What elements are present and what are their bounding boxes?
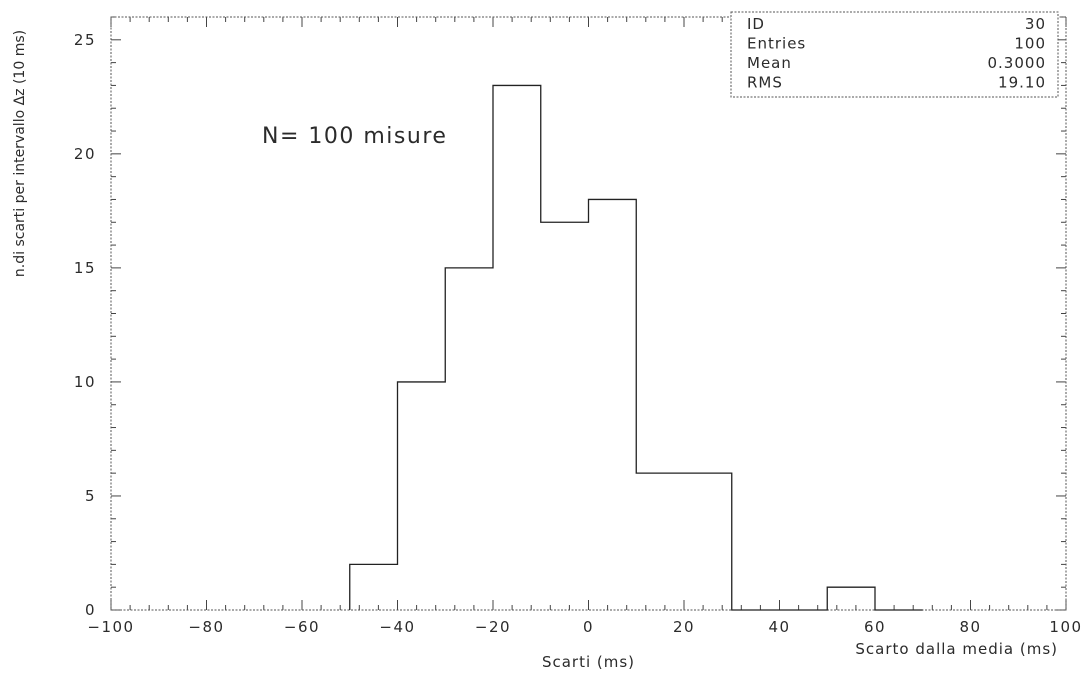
x-tick-label: 60 [864,618,886,636]
histogram-outline [349,84,923,611]
statistics-box: ID 30 Entries 100 Mean 0.3000 RMS 19.10 [730,11,1059,98]
x-tick-label: 20 [673,618,695,636]
histogram-bin [445,268,493,610]
stats-label: Entries [747,35,806,53]
stats-label: ID [747,15,765,33]
y-tick-label: 0 [85,601,96,619]
x-tick-label: −100 [87,618,134,636]
histogram-bin [589,199,637,610]
x-tick-label: 40 [768,618,790,636]
y-tick-label: 25 [74,31,96,49]
stats-value: 100 [1014,35,1046,53]
histogram-bin [493,85,541,610]
y-tick-label: 10 [74,373,96,391]
y-axis-title: n.di scarti per intervallo Δz (10 ms) [12,30,28,277]
stats-value: 30 [1025,15,1046,33]
x-axis-secondary-title: Scarto dalla media (ms) [855,640,1058,658]
x-tick-label: 100 [1049,618,1082,636]
x-tick-label: −60 [284,618,320,636]
x-tick-label: 80 [959,618,981,636]
axis-ticks [110,16,1067,611]
stats-value: 0.3000 [988,54,1047,72]
x-tick-label: 0 [583,618,594,636]
x-tick-label: −80 [188,618,224,636]
x-tick-label: −40 [379,618,415,636]
stats-label: Mean [747,54,792,72]
histogram-bin [684,473,732,610]
y-tick-label: 15 [74,259,96,277]
sample-size-annotation: N= 100 misure [262,124,447,149]
stats-value: 19.10 [998,74,1046,92]
histogram-bin [541,222,589,610]
histogram-bin [350,564,398,610]
y-tick-label: 20 [74,145,96,163]
statistics-box-frame [730,11,1059,98]
y-tick-labels: 0 5 10 15 20 25 [74,31,96,619]
histogram-bins [350,85,875,610]
y-tick-label: 5 [85,487,96,505]
statistics-rows: ID 30 Entries 100 Mean 0.3000 RMS 19.10 [747,15,1047,92]
plot-frame [110,16,1067,611]
x-axis-title: Scarti (ms) [542,653,635,671]
histogram-bin [636,473,684,610]
x-tick-label: −20 [475,618,511,636]
stats-label: RMS [747,74,783,92]
x-tick-labels: −100 −80 −60 −40 −20 0 20 40 60 80 100 [87,618,1082,636]
histogram-bin [827,587,875,610]
histogram-bin [398,382,446,610]
